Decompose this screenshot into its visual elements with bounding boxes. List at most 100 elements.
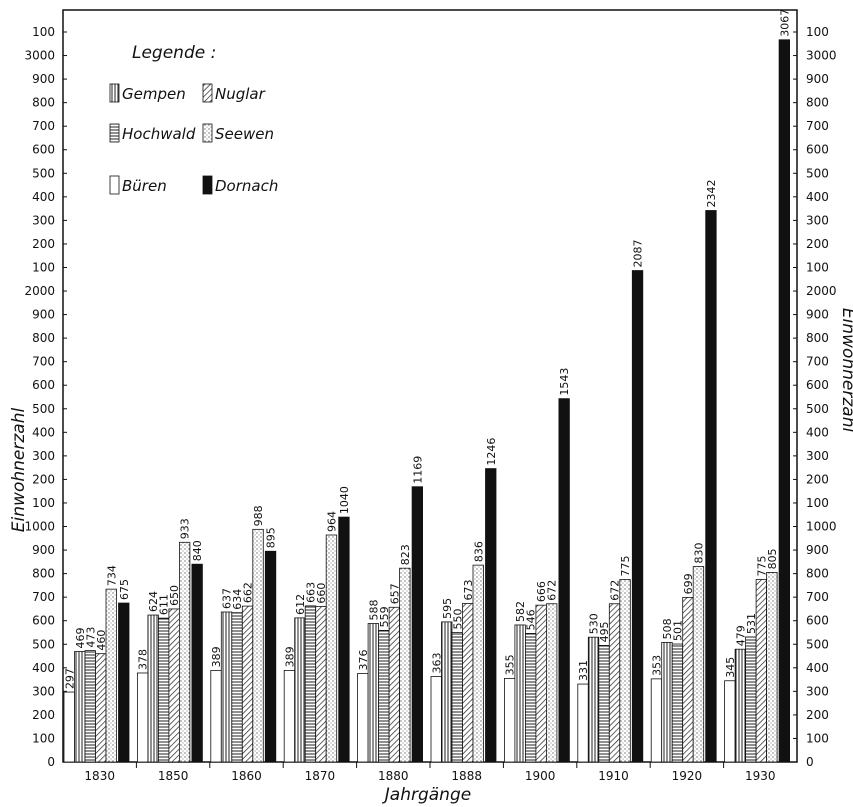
- data-label: 624: [147, 591, 160, 612]
- bar-nuglar-1910: [608, 603, 621, 763]
- data-label: 734: [105, 565, 118, 586]
- bar-hochwald-1860: [231, 612, 243, 763]
- data-label: 531: [745, 613, 758, 634]
- legend-label-dornach: Dornach: [215, 177, 278, 195]
- bar-hochwald-1930: [745, 636, 757, 763]
- y-tick-label-left: 400: [32, 190, 55, 204]
- data-label: 355: [504, 654, 517, 675]
- data-label: 479: [734, 625, 747, 646]
- data-label: 805: [766, 548, 779, 569]
- bar-buren-1920: [650, 678, 663, 763]
- y-tick-label-right: 2000: [806, 284, 837, 298]
- y-tick-label-right: 400: [806, 425, 829, 439]
- y-tick-label-right: 800: [806, 331, 829, 345]
- bar-dornach-1930: [778, 39, 790, 763]
- x-axis: 1830 1850 1860 1870 1880 1888 1900 1910 1920 1930: [84, 762, 776, 783]
- y-tick-label-left: 300: [32, 213, 55, 227]
- y-tick-label-right: 900: [806, 72, 829, 86]
- legend-swatch-nuglar: [202, 83, 213, 103]
- data-label: 501: [671, 620, 684, 641]
- bar-dornach-1830: [118, 602, 130, 763]
- data-label: 933: [179, 518, 192, 539]
- bar-dornach-1870: [338, 516, 350, 763]
- y-tick-label-right: 200: [806, 237, 829, 251]
- y-tick-label-right: 100: [806, 25, 829, 39]
- bar-hochwald-1910: [598, 645, 610, 763]
- bar-seewen-1888: [472, 564, 484, 763]
- y-tick-label-right: 300: [806, 213, 829, 227]
- data-label: 1543: [558, 368, 571, 396]
- data-label: 895: [265, 527, 278, 548]
- y-tick-label-right: 100: [806, 496, 829, 510]
- data-label: 675: [118, 579, 131, 600]
- y-tick-label-left: 100: [32, 25, 55, 39]
- data-label: 495: [598, 621, 611, 642]
- bar-seewen-1850: [178, 541, 191, 763]
- y-tick-label-left: 200: [32, 237, 55, 251]
- y-tick-label-left: 600: [32, 614, 55, 628]
- y-axis-right: 0 100 200 300 400 500 600 700 800 900 1000 100 200 30…: [793, 25, 837, 769]
- legend-label-gempen: Gempen: [122, 85, 186, 103]
- bar-gempen-1860: [220, 611, 233, 763]
- bar-seewen-1880: [399, 567, 411, 763]
- data-label: 988: [252, 505, 265, 526]
- y-tick-label-left: 900: [32, 543, 55, 557]
- bar-buren-1870: [283, 669, 296, 763]
- y-tick-label-left: 200: [32, 472, 55, 486]
- data-label: 823: [399, 544, 412, 565]
- y-axis-left: 0 100 200 300 400 500 600 700 800 900 1000 100 200 30…: [24, 25, 67, 769]
- y-tick-label-right: 800: [806, 96, 829, 110]
- bar-nuglar-1930: [755, 579, 767, 763]
- bar-hochwald-1830: [84, 650, 96, 763]
- y-tick-label-left: 300: [32, 449, 55, 463]
- data-label: 672: [546, 580, 559, 601]
- bar-buren-1880: [357, 673, 369, 763]
- legend-swatch-dornach: [202, 175, 213, 195]
- data-label: 650: [168, 585, 181, 606]
- data-label: 508: [661, 618, 674, 639]
- data-label: 662: [242, 582, 255, 603]
- data-label: 657: [388, 583, 401, 604]
- bar-seewen-1900: [546, 603, 558, 763]
- bar-nuglar-1880: [388, 606, 401, 763]
- bar-buren-1910: [577, 683, 589, 763]
- bar-gempen-1850: [147, 614, 159, 763]
- data-label: 2342: [705, 179, 718, 207]
- legend-label-buren: Büren: [122, 177, 167, 195]
- data-label: 473: [84, 627, 97, 648]
- y-tick-label-left: 0: [47, 755, 55, 769]
- data-label: 3067: [778, 9, 791, 37]
- data-label: 331: [577, 660, 590, 681]
- bar-nuglar-1888: [462, 603, 474, 763]
- y-tick-label-right: 3000: [806, 49, 837, 63]
- x-tick-label: 1830: [84, 769, 115, 783]
- data-label: 546: [525, 609, 538, 630]
- y-tick-label-right: 600: [806, 143, 829, 157]
- x-tick-label: 1850: [158, 769, 189, 783]
- data-label: 582: [514, 601, 527, 622]
- bar-gempen-1930: [734, 648, 746, 763]
- bar-gempen-1888: [441, 621, 453, 763]
- data-label: 612: [294, 594, 307, 615]
- legend-swatch-buren: [109, 175, 120, 195]
- data-label: 775: [619, 556, 632, 577]
- bar-hochwald-1880: [378, 629, 390, 763]
- y-tick-label-left: 500: [32, 166, 55, 180]
- bar-hochwald-1920: [671, 643, 684, 763]
- bar-buren-1830: [63, 691, 75, 763]
- y-tick-label-left: 800: [32, 567, 55, 581]
- x-tick-label: 1880: [378, 769, 409, 783]
- data-label: 378: [137, 649, 150, 670]
- bar-dornach-1900: [558, 398, 570, 763]
- bar-gempen-1830: [74, 651, 86, 763]
- x-tick-label: 1930: [745, 769, 776, 783]
- y-tick-label-right: 500: [806, 402, 829, 416]
- y-tick-label-right: 100: [806, 731, 829, 745]
- y-tick-label-left: 700: [32, 119, 55, 133]
- legend-label-nuglar: Nuglar: [215, 85, 266, 103]
- y-tick-label-right: 900: [806, 308, 829, 322]
- data-label: 389: [210, 646, 223, 667]
- y-tick-label-right: 500: [806, 637, 829, 651]
- y-tick-label-left: 800: [32, 96, 55, 110]
- y-tick-label-right: 0: [806, 755, 814, 769]
